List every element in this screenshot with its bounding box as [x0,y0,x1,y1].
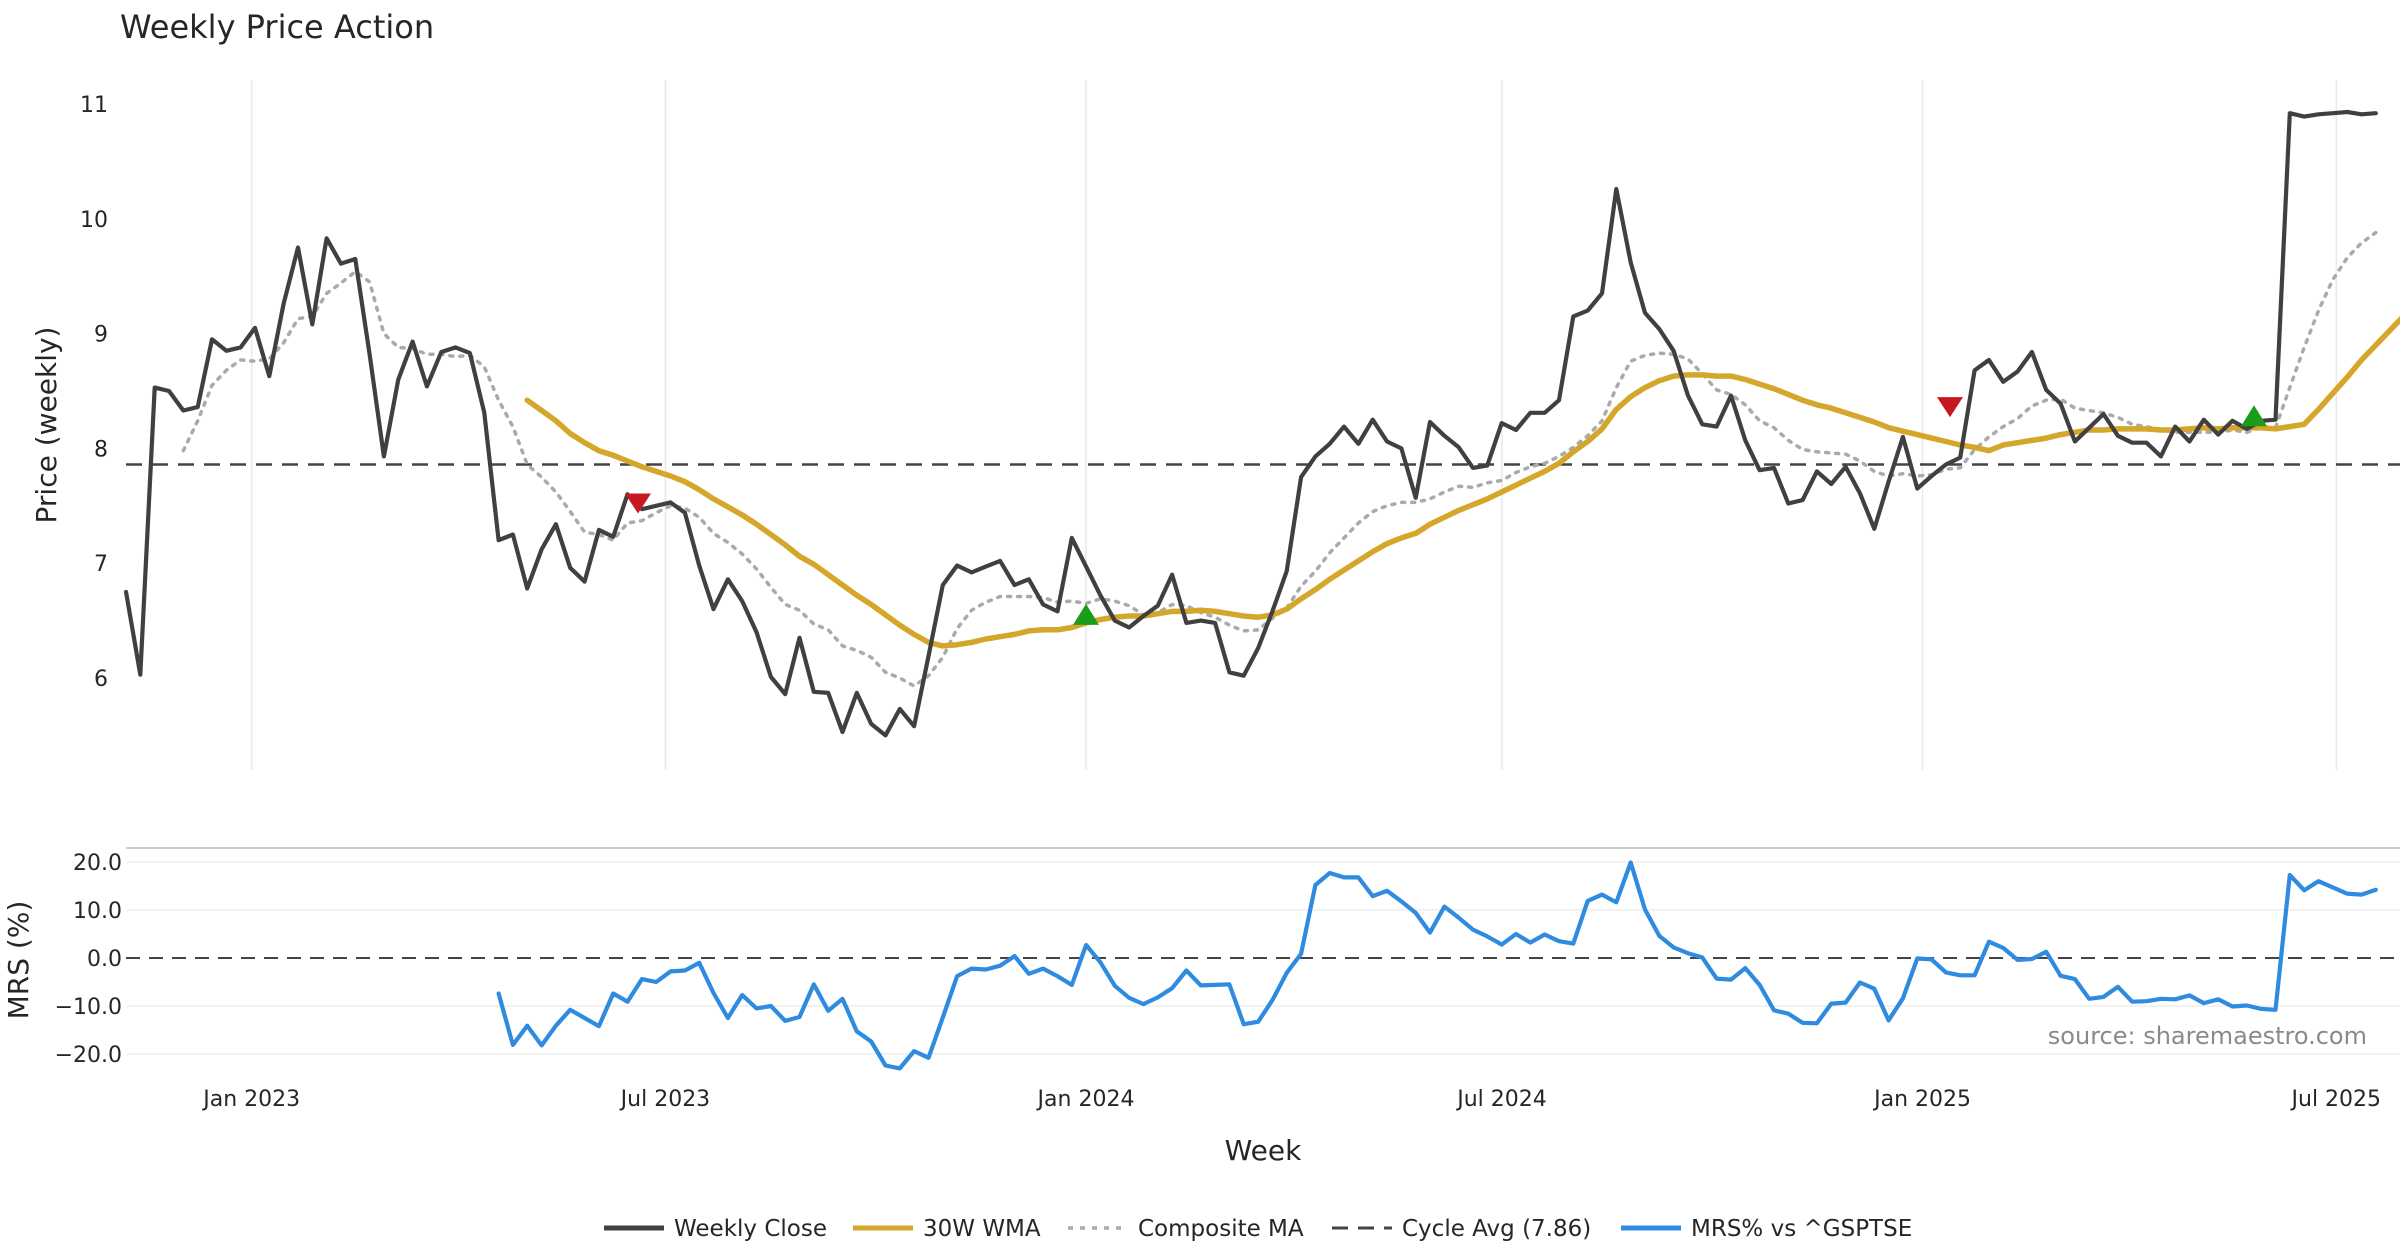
buy-marker [2241,405,2267,427]
series-mrs [496,860,2378,1071]
source-credit: source: sharemaestro.com [2048,1022,2367,1050]
price-y-tick-label: 11 [80,93,108,118]
x-tick-label: Jul 2025 [2290,1087,2382,1112]
legend-label: MRS% vs ^GSPTSE [1691,1216,1912,1242]
legend-label: 30W WMA [923,1216,1041,1242]
price-y-axis-label: Price (weekly) [30,327,63,524]
price-y-tick-label: 7 [94,552,108,577]
price-y-tick-label: 6 [94,667,108,692]
mrs-y-tick-label: 10.0 [73,899,122,924]
x-axis-label: Week [1225,1134,1302,1167]
mrs-y-tick-label: 20.0 [73,851,122,876]
price-y-tick-label: 10 [80,208,108,233]
series-weekly-close [123,109,2378,738]
legend-label: Composite MA [1138,1216,1304,1242]
mrs-y-axis-label: MRS (%) [2,901,35,1020]
price-panel: 6 7 8 9 10 11 [80,80,2400,770]
price-y-tick-label: 8 [94,437,108,462]
x-tick-label: Jan 2025 [1872,1087,1971,1112]
legend: Weekly Close 30W WMA Composite MA Cycle Avg… [604,1216,1912,1242]
x-tick-label: Jul 2024 [1455,1087,1547,1112]
legend-label: Weekly Close [674,1216,827,1242]
chart-title: Weekly Price Action [120,8,434,46]
mrs-y-tick-label: 0.0 [87,947,122,972]
price-y-tick-label: 9 [94,323,108,348]
x-tick-label: Jul 2023 [619,1087,711,1112]
sell-marker [625,493,651,514]
sell-marker [1937,397,1963,418]
mrs-y-tick-label: −10.0 [55,995,122,1020]
mrs-y-tick-label: −20.0 [55,1043,122,1068]
x-tick-label: Jan 2024 [1036,1087,1135,1112]
x-tick-label: Jan 2023 [201,1087,300,1112]
legend-label: Cycle Avg (7.86) [1402,1216,1591,1242]
series-30w-wma [524,315,2400,649]
mrs-panel: 20.0 10.0 0.0 −10.0 −20.0 Jan 2023 Jul 2023 Jan… [55,847,2400,1112]
buy-marker [1073,603,1099,625]
